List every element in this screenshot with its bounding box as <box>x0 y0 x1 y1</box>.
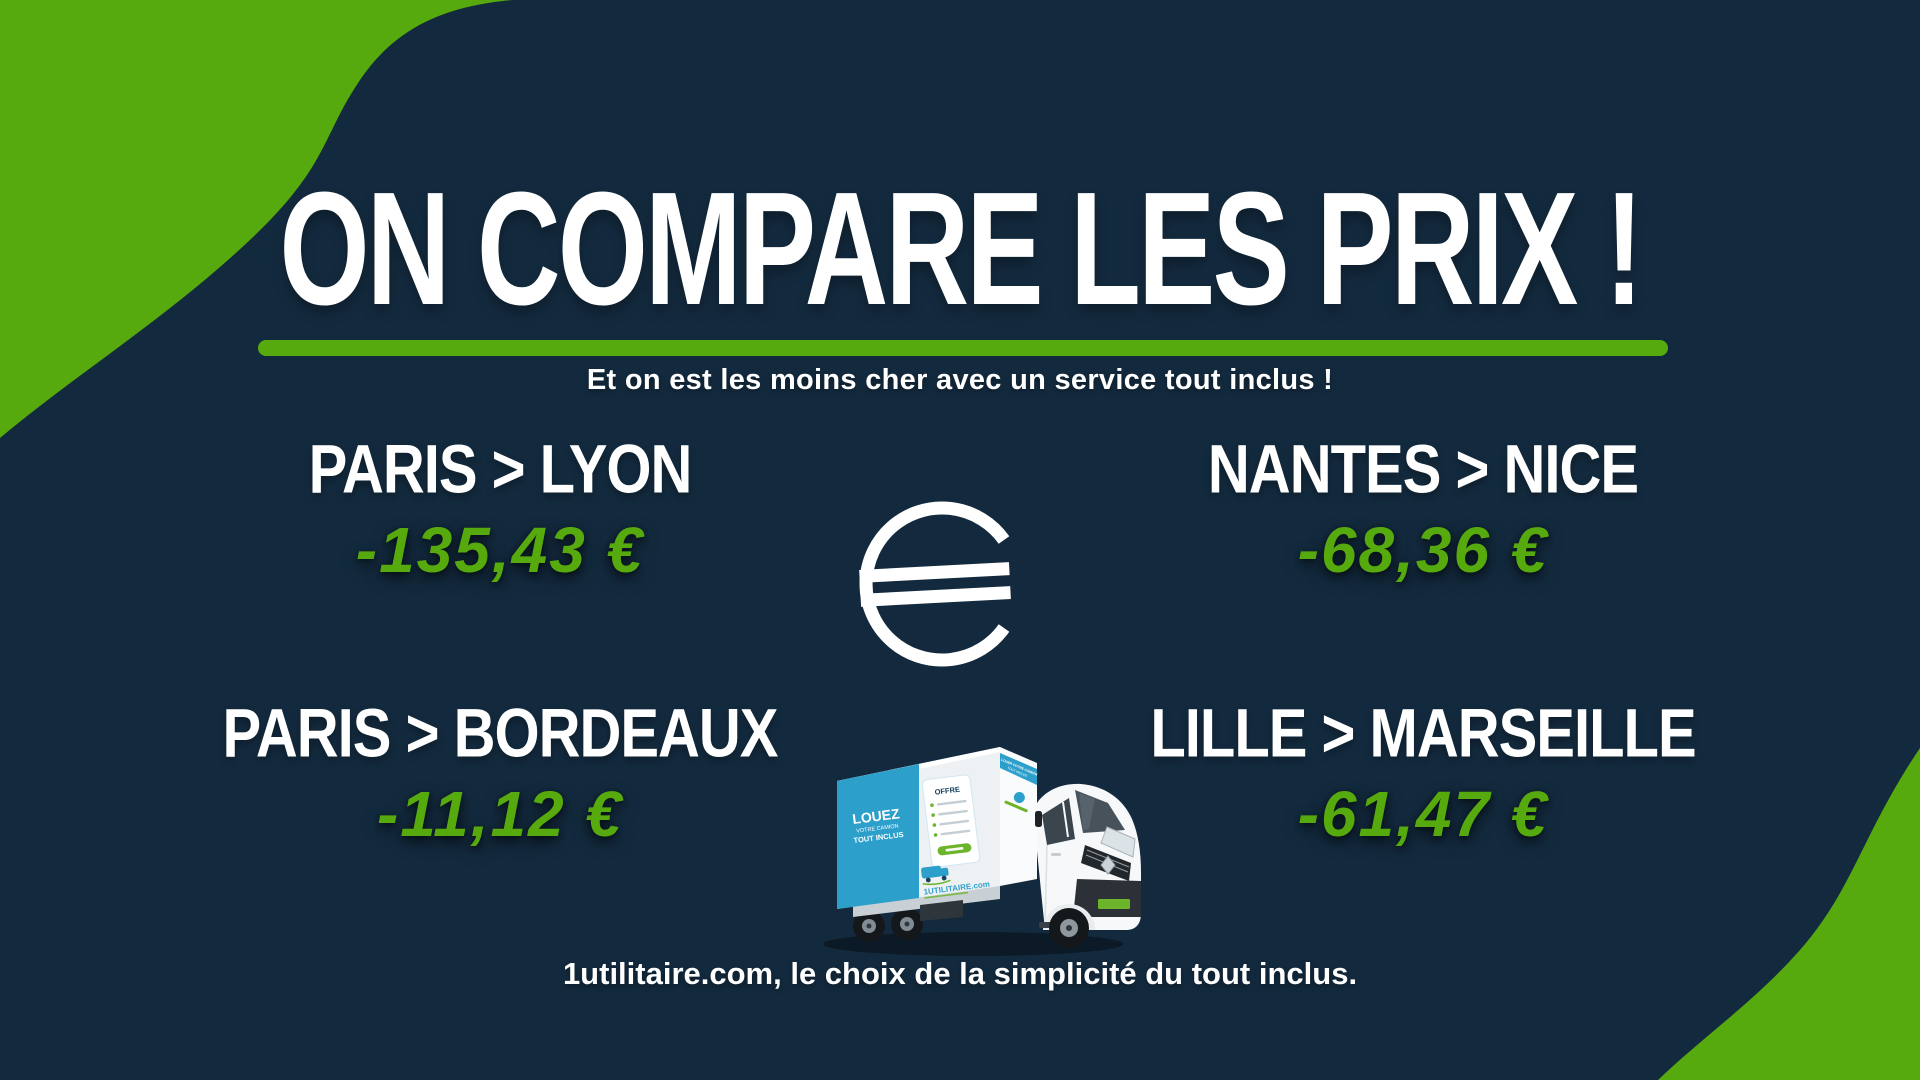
truck-shadow <box>823 932 1123 956</box>
route-label: LILLE > MARSEILLE <box>1150 695 1696 772</box>
saving-value: -11,12 € <box>376 778 624 850</box>
title-underline <box>258 340 1668 356</box>
euro-icon <box>859 501 1011 667</box>
cargo-box-front <box>1000 747 1037 886</box>
comparison-lille-marseille: LILLE > MARSEILLE -61,47 € <box>1103 695 1743 850</box>
truck-cab <box>1035 783 1141 948</box>
saving-value: -135,43 € <box>355 514 645 586</box>
panel-line1: LOUEZ <box>851 805 900 827</box>
headlight <box>1100 826 1136 858</box>
footer-tagline: 1utilitaire.com, le choix de la simplici… <box>562 956 1358 991</box>
page-title: ON COMPARE LES PRIX ! <box>279 158 1643 339</box>
comparison-nantes-nice: NANTES > NICE -68,36 € <box>1103 431 1743 586</box>
front-banner <box>1000 753 1037 785</box>
side-ad-panel <box>837 764 919 909</box>
license-plate <box>1098 899 1130 909</box>
saving-value: -61,47 € <box>1297 778 1549 850</box>
side-mirror <box>1035 811 1042 827</box>
offer-card-title: OFFRE <box>934 785 960 797</box>
route-label: PARIS > LYON <box>308 431 693 508</box>
comparison-paris-bordeaux: PARIS > BORDEAUX -11,12 € <box>180 695 820 850</box>
comparison-paris-lyon: PARIS > LYON -135,43 € <box>180 431 820 586</box>
front-banner-line2: TOUT INCLUS <box>1007 766 1028 778</box>
truck-graphic: LOUEZ VOTRE CAMION TOUT INCLUS OFFRE 1UT <box>823 747 1141 956</box>
route-label: NANTES > NICE <box>1207 431 1639 508</box>
renault-diamond-icon <box>1100 855 1116 875</box>
green-blob-bottom-right <box>1658 748 1920 1080</box>
saving-value: -68,36 € <box>1297 514 1549 586</box>
rear-wheels <box>853 908 923 942</box>
route-label: PARIS > BORDEAUX <box>222 695 779 772</box>
subtitle: Et on est les moins cher avec un service… <box>586 364 1334 396</box>
offer-card: OFFRE <box>921 774 981 868</box>
green-blob-top-left <box>0 0 512 438</box>
panel-line2: VOTRE CAMION <box>856 823 899 834</box>
